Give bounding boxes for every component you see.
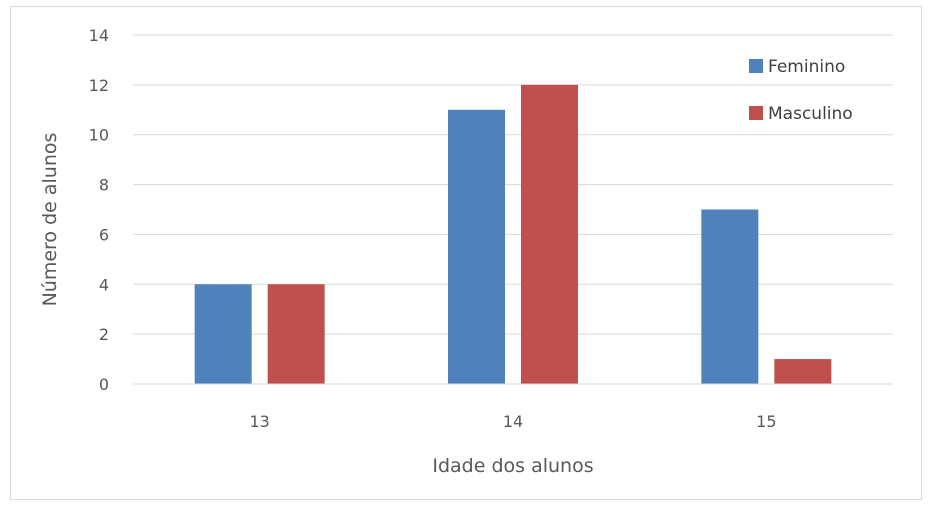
legend-swatch-feminino — [749, 59, 763, 73]
x-tick-label: 15 — [756, 412, 776, 431]
y-tick-label: 6 — [99, 225, 109, 244]
gridlines — [133, 34, 893, 335]
bar-feminino-15 — [701, 209, 759, 384]
y-tick-label: 12 — [89, 76, 109, 95]
y-axis-ticks: 0 2 4 6 8 10 12 14 — [89, 26, 109, 394]
x-tick-label: 14 — [503, 412, 523, 431]
y-tick-label: 0 — [99, 375, 109, 394]
bar-masculino-15 — [774, 359, 832, 384]
y-tick-label: 14 — [89, 26, 109, 45]
y-tick-label: 4 — [99, 275, 109, 294]
y-axis-title: Número de alunos — [39, 133, 61, 307]
legend: Feminino Masculino — [749, 57, 853, 124]
bar-feminino-13 — [194, 284, 252, 384]
legend-label-feminino: Feminino — [768, 57, 845, 77]
y-tick-label: 8 — [99, 176, 109, 195]
bars — [194, 84, 832, 385]
bar-feminino-14 — [448, 109, 505, 385]
x-tick-label: 13 — [249, 412, 269, 431]
bar-chart: 0 2 4 6 8 10 12 14 13 14 15 Idade dos alunos Núme… — [39, 26, 893, 477]
x-axis-title: Idade dos alunos — [432, 455, 593, 477]
bar-masculino-13 — [267, 284, 325, 384]
chart-frame: 0 2 4 6 8 10 12 14 13 14 15 Idade dos alunos Núme… — [10, 6, 922, 500]
legend-swatch-masculino — [749, 106, 763, 120]
y-tick-label: 10 — [89, 126, 109, 145]
y-tick-label: 2 — [99, 325, 109, 344]
bar-masculino-14 — [521, 84, 578, 384]
legend-label-masculino: Masculino — [768, 104, 853, 124]
x-axis-ticks: 13 14 15 — [249, 412, 776, 431]
